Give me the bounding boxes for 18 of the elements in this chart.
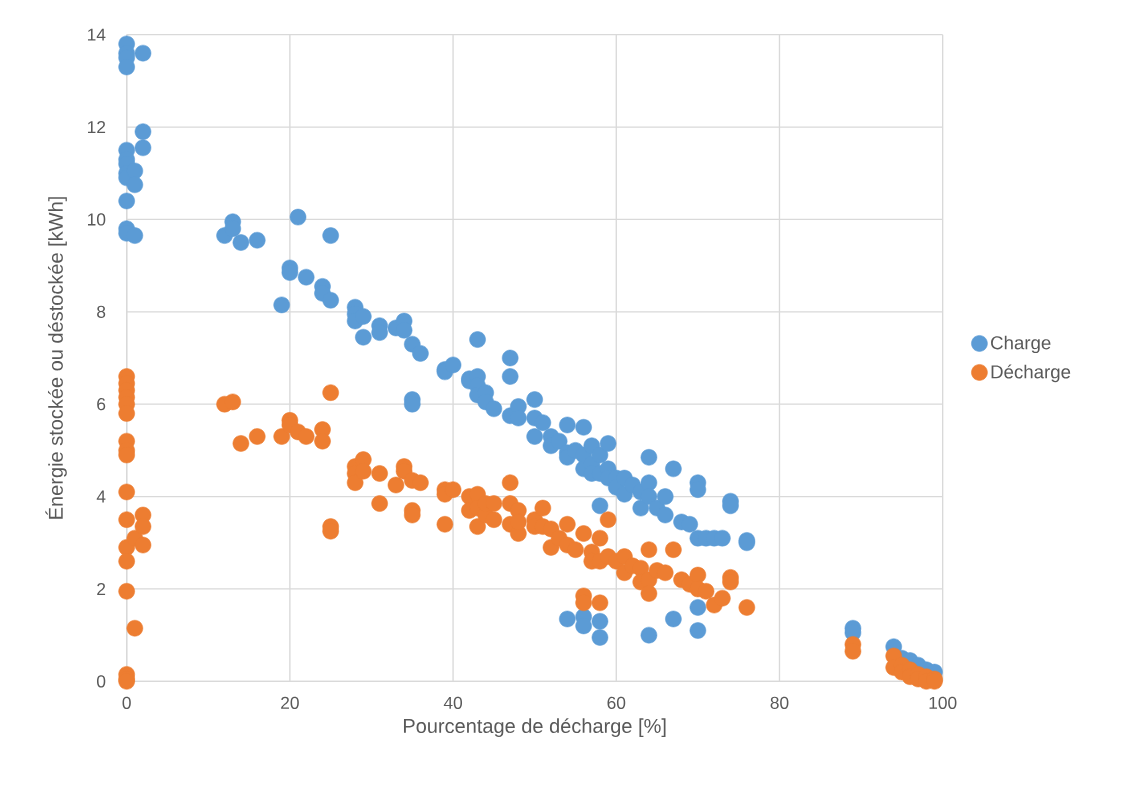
x-tick-label: 40	[443, 696, 463, 709]
y-tick-label: 8	[97, 305, 106, 318]
x-tick-label: 60	[607, 696, 626, 709]
x-tick-label: 80	[770, 696, 789, 709]
x-tick-label: 100	[929, 696, 957, 709]
x-tick-label: 20	[281, 696, 299, 709]
x-axis-title: Pourcentage de décharge [%]	[403, 718, 666, 738]
y-tick-label: 12	[87, 120, 106, 134]
y-tick-label: 6	[97, 398, 106, 411]
y-tick-label: 4	[96, 490, 106, 503]
legend-label: Décharge	[991, 364, 1071, 383]
y-tick-label: 10	[87, 213, 106, 226]
y-tick-label: 2	[97, 582, 106, 595]
y-axis-title: Énergie stockée ou déstockée [kWh]	[45, 197, 67, 519]
y-tick-label: 14	[87, 28, 106, 41]
y-tick-label: 0	[96, 675, 106, 688]
x-tick-label: 0	[122, 696, 131, 709]
legend-label: Charge	[991, 335, 1051, 354]
